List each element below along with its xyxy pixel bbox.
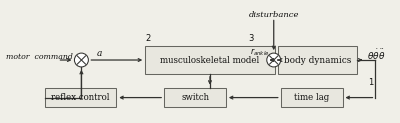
- Bar: [145, 46, 275, 74]
- Circle shape: [267, 53, 281, 67]
- Bar: [278, 46, 358, 74]
- Text: reflex control: reflex control: [51, 93, 110, 102]
- Text: disturbance: disturbance: [248, 11, 299, 19]
- Text: a: a: [96, 49, 102, 58]
- Text: body dynamics: body dynamics: [284, 55, 351, 65]
- Bar: [281, 88, 342, 108]
- Text: switch: switch: [181, 93, 209, 102]
- Text: musculoskeletal model: musculoskeletal model: [160, 55, 260, 65]
- Text: $\theta\dot{\theta}\ddot{\theta}$: $\theta\dot{\theta}\ddot{\theta}$: [368, 48, 386, 62]
- Text: 1: 1: [368, 78, 374, 87]
- Circle shape: [74, 53, 88, 67]
- Bar: [164, 88, 226, 108]
- Text: 2: 2: [145, 34, 150, 43]
- Text: time lag: time lag: [294, 93, 329, 102]
- Text: motor  command: motor command: [6, 53, 72, 61]
- Text: 3: 3: [248, 34, 253, 43]
- Bar: [44, 88, 116, 108]
- Text: $r_{ankle}$: $r_{ankle}$: [250, 46, 270, 58]
